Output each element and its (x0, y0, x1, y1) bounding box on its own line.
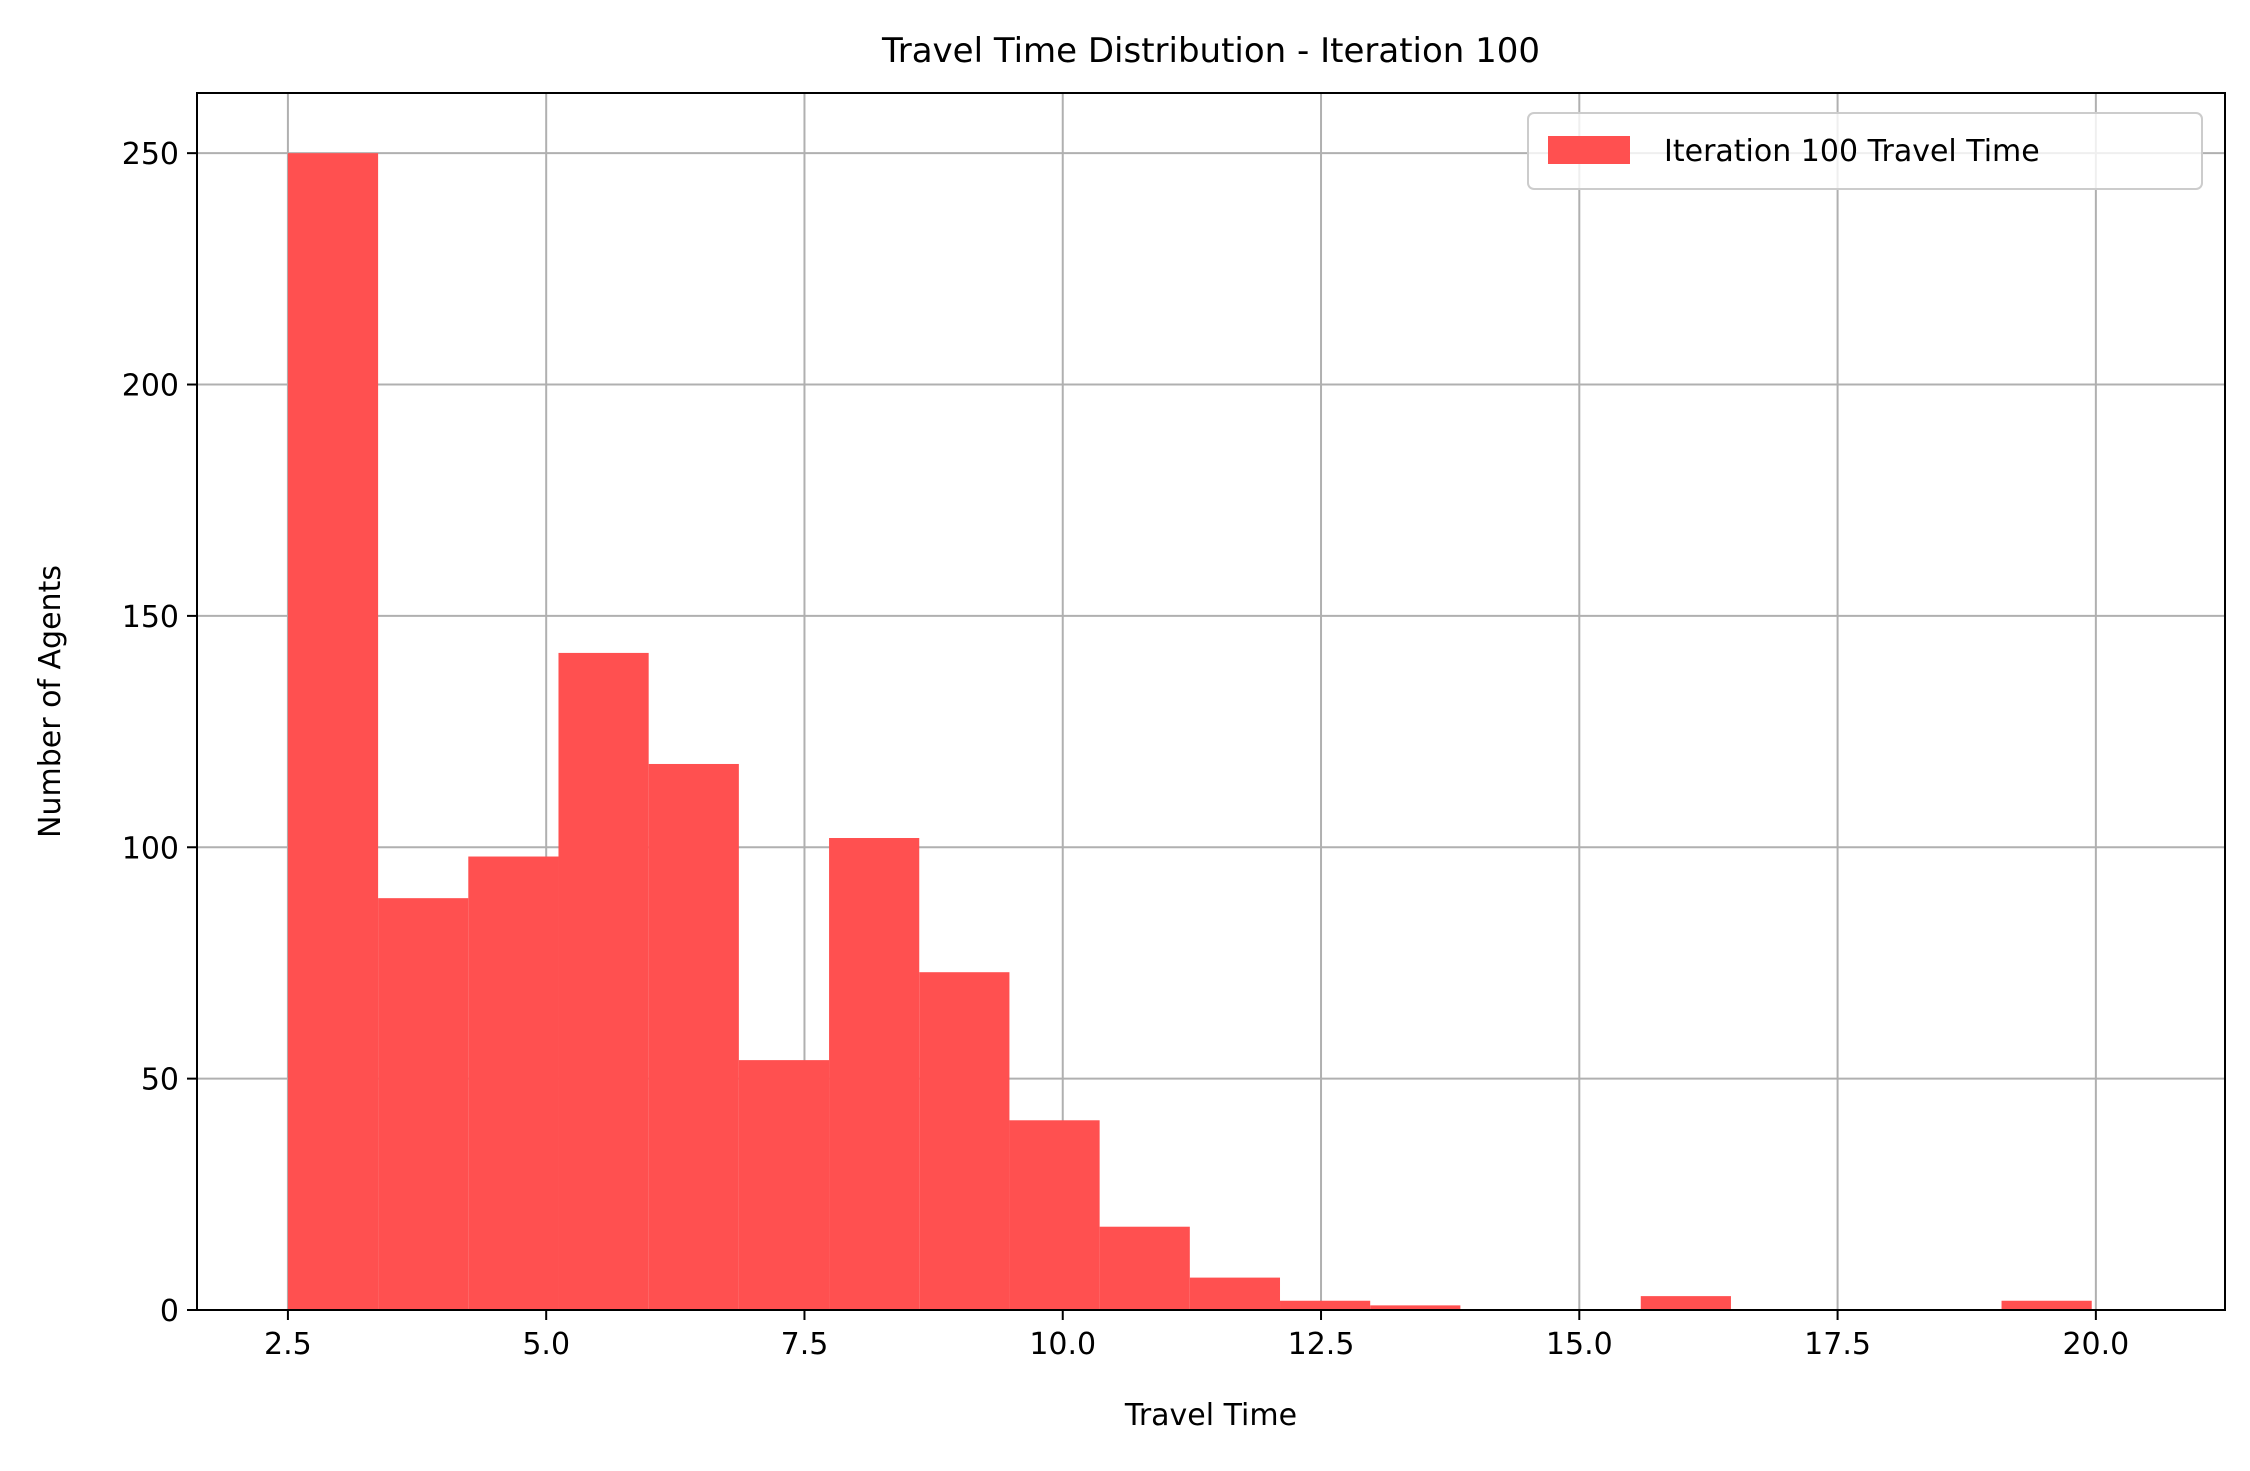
histogram-bar (738, 1060, 830, 1310)
y-axis-label: Number of Agents (33, 565, 68, 838)
x-tick-label: 15.0 (1546, 1327, 1613, 1362)
y-tick-label: 0 (160, 1294, 179, 1329)
histogram-bar (1009, 1120, 1100, 1310)
x-tick-label: 5.0 (522, 1327, 570, 1362)
histogram-bar (919, 972, 1010, 1310)
histogram-bar (468, 856, 559, 1310)
axes-frame (196, 92, 2226, 1311)
histogram-bar (1280, 1300, 1371, 1310)
histogram-bar (1370, 1305, 1461, 1310)
y-tick-label: 200 (122, 369, 179, 404)
histogram-bar (287, 153, 379, 1311)
bars-layer (287, 153, 2092, 1311)
legend-label: Iteration 100 Travel Time (1664, 134, 2040, 169)
histogram-bar (1189, 1277, 1281, 1310)
x-tick-label: 17.5 (1804, 1327, 1871, 1362)
x-tick-label: 12.5 (1288, 1327, 1355, 1362)
legend-swatch (1548, 136, 1630, 164)
x-tick-label: 10.0 (1029, 1327, 1096, 1362)
y-tick-label: 100 (122, 831, 179, 866)
legend-box (1527, 112, 2203, 190)
x-tick-label: 20.0 (2062, 1327, 2129, 1362)
x-tick-label: 2.5 (264, 1327, 312, 1362)
y-tick-label: 150 (122, 600, 179, 635)
histogram-bar (829, 838, 920, 1310)
y-tick-label: 50 (141, 1063, 179, 1098)
histogram-bar (558, 652, 649, 1310)
histogram-bar (1099, 1226, 1190, 1310)
histogram-bar (1640, 1296, 1731, 1310)
histogram-bar (378, 898, 469, 1310)
y-tick-label: 250 (122, 137, 179, 172)
histogram-bar (2001, 1300, 2092, 1310)
ticks-layer: 2.5 5.0 7.5 10.0 12.5 15.0 17.5 20.0 0 50 100 150 20… (122, 137, 2130, 1362)
histogram-bar (648, 763, 739, 1310)
chart-title: Travel Time Distribution - Iteration 100 (881, 31, 1540, 71)
x-tick-label: 7.5 (781, 1327, 829, 1362)
x-axis-label: Travel Time (1124, 1398, 1297, 1433)
legend: Iteration 100 Travel Time (1527, 112, 2203, 190)
